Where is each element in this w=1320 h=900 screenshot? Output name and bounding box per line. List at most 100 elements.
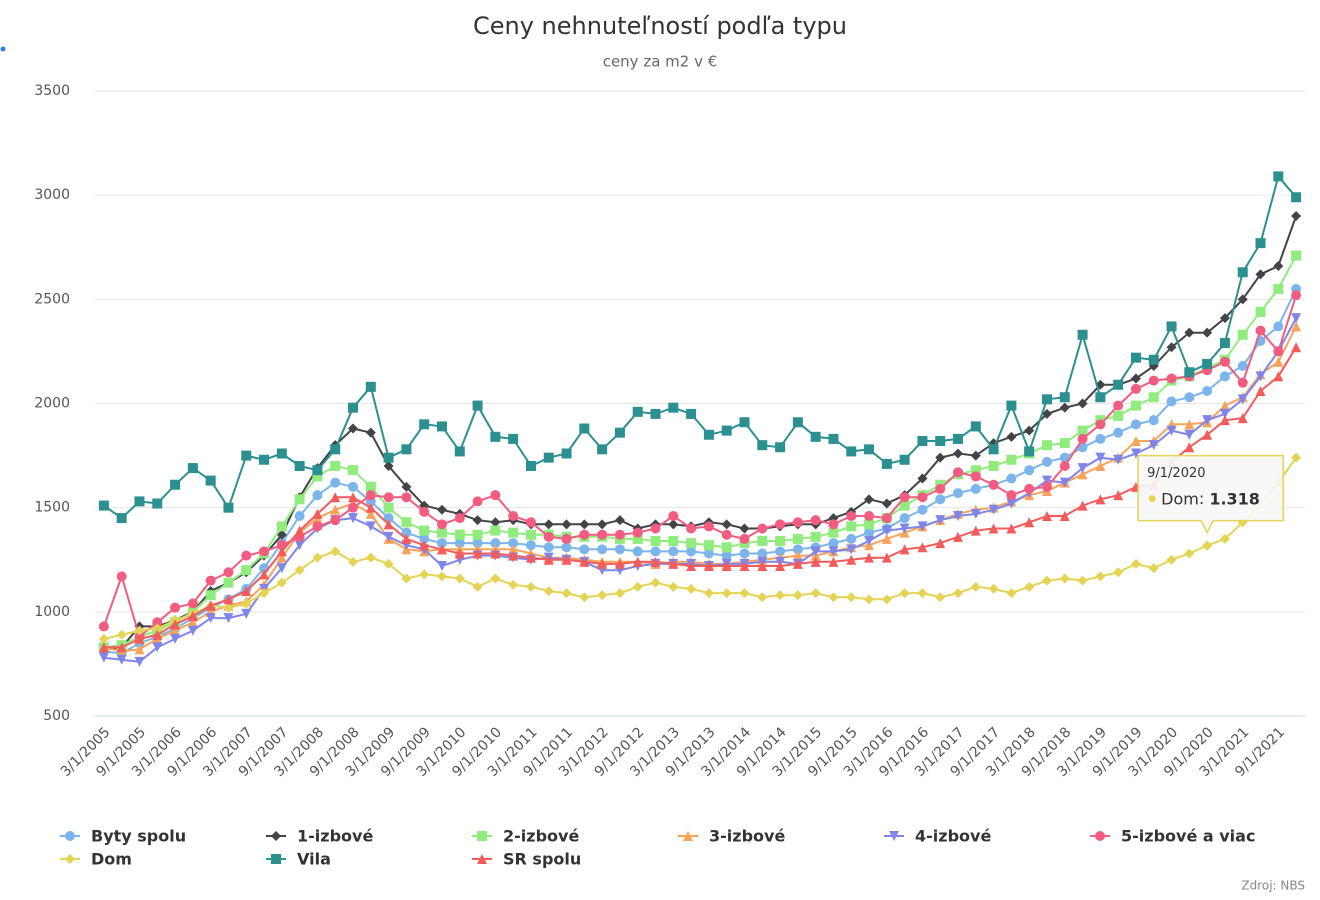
point [348,556,359,567]
point [668,511,679,521]
legend-label: 1-izbové [297,827,373,846]
point [116,513,127,524]
point [810,588,821,599]
point [508,579,519,590]
point [1237,413,1248,424]
series-line [103,325,1297,653]
point [1219,408,1230,419]
point [525,529,536,540]
point [579,529,590,540]
point [490,431,501,442]
point [241,550,252,561]
point [1237,394,1248,405]
point [1113,490,1124,501]
point [757,523,768,534]
point [881,458,892,469]
point [1202,415,1213,426]
point [810,515,821,526]
point [686,561,697,571]
point [775,590,786,601]
point [881,594,892,605]
point [1024,446,1035,457]
point [401,517,412,528]
point [1095,433,1106,444]
y-tick-label: 500 [43,708,70,724]
point [543,554,554,565]
point [828,433,839,444]
point [170,479,181,490]
point [294,461,305,471]
point [401,481,412,492]
point [703,588,714,599]
point [739,561,750,571]
point [490,517,501,528]
point [1006,498,1017,509]
point [205,613,216,624]
point [1184,327,1195,338]
point [792,544,803,555]
point [846,544,857,555]
point [383,519,394,530]
point [650,556,661,567]
point [330,515,341,526]
point [348,402,359,413]
point [1130,383,1141,394]
point [935,436,946,446]
point [1237,329,1248,340]
point [1148,375,1159,386]
point [703,548,714,559]
point [988,461,999,471]
point [792,417,803,428]
point [1113,427,1124,438]
point [1113,379,1124,390]
point [1077,575,1088,586]
legend-symbol [1095,831,1105,841]
point [846,446,857,457]
point [152,642,163,653]
point [953,531,964,542]
point [650,577,661,588]
point [668,546,679,557]
point [543,519,554,530]
point [579,592,590,603]
point [294,540,305,551]
point [739,533,750,544]
point [686,546,697,557]
point [721,550,732,561]
point [686,583,697,594]
point [792,558,803,569]
point [294,511,305,521]
point [241,565,252,576]
point [1255,371,1266,382]
point [436,561,447,571]
point [330,504,341,515]
legend-symbol [271,854,281,864]
point [454,529,465,540]
point [970,471,981,482]
point [1202,358,1213,369]
point [1024,465,1035,476]
point [1095,494,1106,505]
point [1184,392,1195,403]
point [419,540,430,551]
point [899,544,910,555]
point [917,542,928,553]
point [1273,356,1284,367]
point [846,511,857,521]
point [970,421,981,432]
point [1202,386,1213,396]
point [1184,419,1195,430]
point [223,602,234,613]
point [383,531,394,542]
point [614,558,625,569]
point [312,465,323,476]
point [401,527,412,538]
legend-label: Dom [91,850,132,869]
point [276,529,287,540]
point [970,581,981,592]
point [953,448,964,459]
y-tick-label: 2500 [34,291,70,307]
series [98,283,1302,659]
point [490,490,501,501]
point [508,433,519,444]
